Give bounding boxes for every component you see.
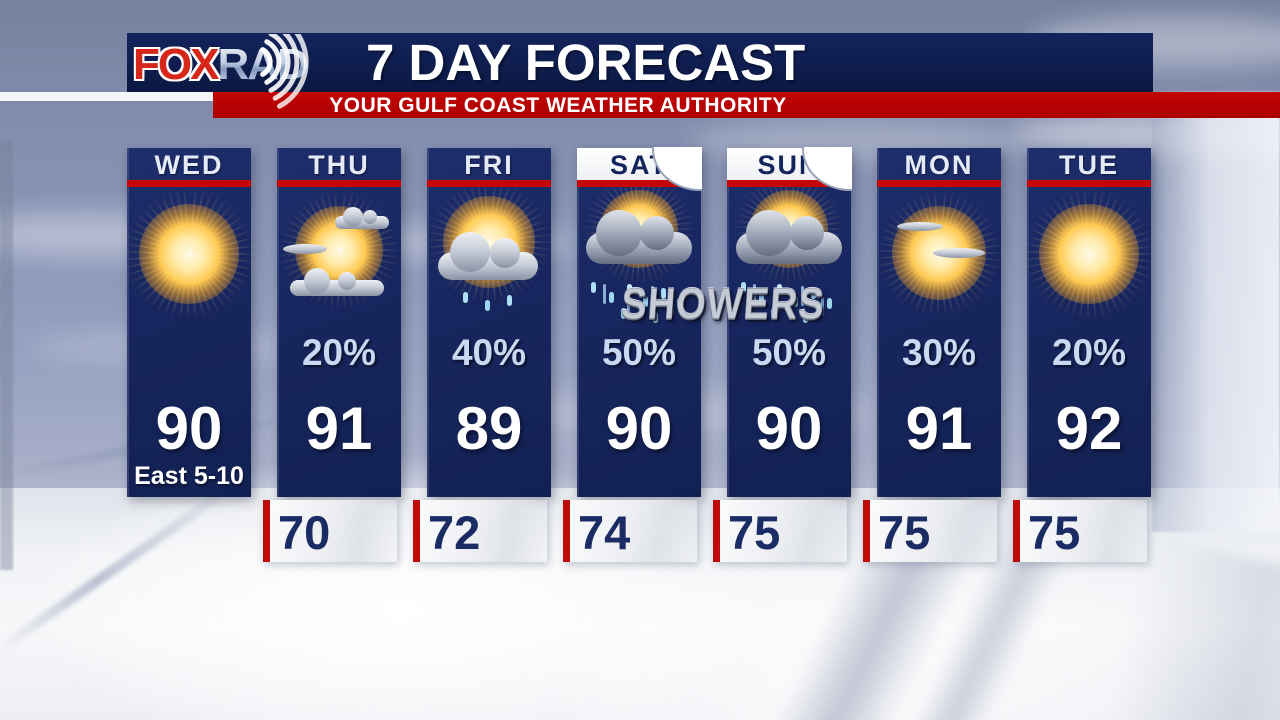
rain-streaks-icon (753, 284, 756, 304)
low-temp-box: 70 (263, 500, 397, 562)
studio-pillar (1152, 92, 1280, 532)
day-name: THU (308, 150, 370, 180)
rain-streaks-icon (603, 284, 606, 304)
raindrops-icon (463, 292, 468, 303)
day-panel: MON 30% 91 (877, 148, 1001, 497)
page-title: 7 DAY FORECAST (366, 34, 806, 91)
tagline: YOUR GULF COAST WEATHER AUTHORITY (329, 94, 787, 117)
low-temp-box: 75 (1013, 500, 1147, 562)
low-temp: 70 (278, 506, 331, 559)
cloud-icon (283, 244, 327, 254)
high-temp: 90 (605, 395, 673, 462)
low-temp: 72 (428, 506, 481, 559)
low-temp-box: 75 (863, 500, 997, 562)
precip-chance: 30% (901, 332, 977, 373)
header-white-stripe (0, 92, 215, 101)
day-divider (127, 180, 251, 187)
weather-icon (577, 190, 701, 330)
day-divider (577, 180, 701, 187)
showers-overlay-label: SHOWERS (619, 280, 827, 330)
high-temp: 92 (1055, 395, 1123, 462)
low-temp-box: 72 (413, 500, 547, 562)
wind-label: East 5-10 (134, 462, 244, 490)
cloud-icon (290, 268, 384, 296)
day-name: WED (154, 150, 224, 180)
forecast-column-sun: SUN 50% 90 75 (713, 147, 852, 568)
day-panel: THU 20% 91 (277, 148, 401, 497)
forecast-column-tue: TUE 20% 92 75 (1013, 148, 1151, 568)
cloud-icon (897, 222, 943, 231)
weather-icon (1027, 190, 1151, 330)
day-divider (877, 180, 1001, 187)
day-name: SUN (727, 147, 852, 191)
forecast-column-wed: WED 90 East 5-10 (127, 148, 251, 568)
cloud-icon (736, 210, 842, 264)
day-name: FRI (464, 150, 514, 180)
logo-fox-text: FOX (133, 40, 219, 89)
cloud-icon (933, 248, 985, 258)
high-temp: 89 (455, 395, 523, 462)
precip-chance: 40% (451, 332, 527, 373)
low-temp-box: 75 (713, 500, 847, 562)
high-temp: 90 (755, 395, 823, 462)
low-temp: 74 (578, 506, 631, 559)
cloud-icon (335, 207, 389, 229)
precip-chance: 50% (601, 332, 677, 373)
day-panel: TUE 20% 92 (1027, 148, 1151, 497)
day-divider (727, 180, 851, 187)
sun-icon (1039, 204, 1139, 304)
weather-icon (877, 190, 1001, 330)
raindrops-icon (591, 282, 596, 293)
day-name: MON (904, 150, 974, 180)
weather-icon (727, 190, 851, 330)
day-name: TUE (1059, 150, 1119, 180)
forecast-column-thu: THU 20% 91 70 (263, 148, 401, 568)
radar-arcs-icon (260, 34, 309, 109)
high-temp: 91 (905, 395, 973, 462)
weather-icon (277, 190, 401, 330)
forecast-column-fri: FRI 40% 89 72 (413, 148, 551, 568)
sun-icon (139, 204, 239, 304)
weather-icon (427, 190, 551, 330)
precip-chance: 50% (751, 332, 827, 373)
day-panel: SUN 50% 90 (727, 147, 852, 497)
day-panel: SAT 50% 90 (577, 147, 702, 497)
low-temp: 75 (1028, 506, 1081, 559)
low-temp: 75 (728, 506, 781, 559)
precip-chance: 20% (301, 332, 377, 373)
studio-edge (0, 140, 13, 570)
forecast-column-sat: SAT 50% 90 74 (563, 147, 702, 568)
day-panel: WED 90 East 5-10 (127, 148, 251, 497)
day-divider (427, 180, 551, 187)
low-temp-box: 74 (563, 500, 697, 562)
high-temp: 90 (155, 395, 223, 462)
cloud-icon (438, 232, 538, 280)
day-divider (1027, 180, 1151, 187)
forecast-column-mon: MON 30% 91 75 (863, 148, 1001, 568)
day-panel: FRI 40% 89 (427, 148, 551, 497)
precip-chance: 20% (1051, 332, 1127, 373)
cloud-icon (586, 210, 692, 264)
raindrops-icon (741, 282, 746, 293)
day-name: SAT (577, 147, 702, 191)
weather-icon (127, 190, 251, 330)
tagline-bar (213, 92, 1280, 118)
low-temp: 75 (878, 506, 931, 559)
day-divider (277, 180, 401, 187)
high-temp: 91 (305, 395, 373, 462)
